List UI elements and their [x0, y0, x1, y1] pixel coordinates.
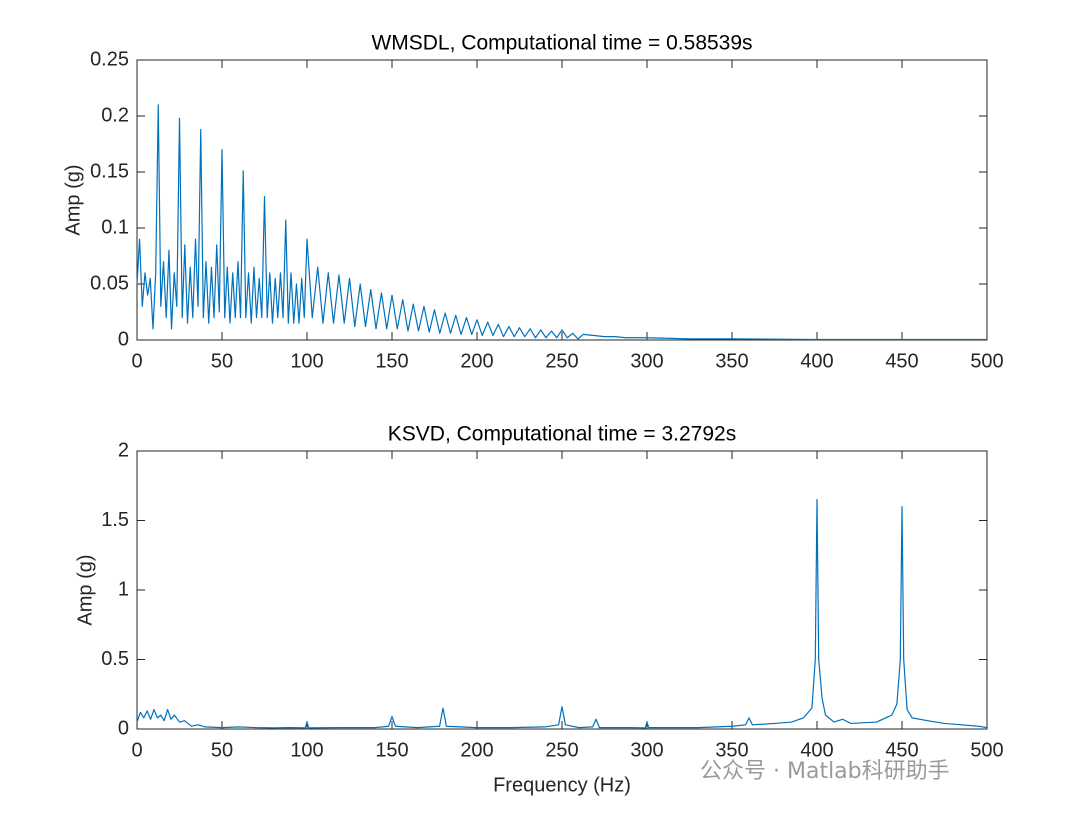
- y-axis-label: Amp (g): [62, 164, 84, 235]
- x-tick-label: 300: [630, 350, 663, 372]
- x-tick-label: 50: [211, 350, 233, 372]
- x-tick-label: 350: [715, 739, 748, 761]
- y-tick-label: 1: [118, 578, 129, 600]
- chart-title: WMSDL, Computational time = 0.58539s: [371, 32, 752, 55]
- y-tick-label: 1.5: [101, 509, 129, 531]
- y-tick-label: 0.25: [90, 48, 129, 70]
- y-tick-label: 0.5: [101, 648, 129, 670]
- spectrum-line: [136, 104, 987, 341]
- x-tick-label: 50: [211, 739, 233, 761]
- x-tick-label: 200: [460, 739, 493, 761]
- x-tick-label: 150: [375, 739, 408, 761]
- x-tick-label: 0: [131, 739, 142, 761]
- x-tick-label: 450: [885, 350, 918, 372]
- x-tick-label: 500: [970, 350, 1003, 372]
- y-tick-label: 0.05: [90, 272, 129, 294]
- x-axis-label: Frequency (Hz): [493, 774, 631, 796]
- watermark: 公众号 · Matlab科研助手: [700, 759, 950, 784]
- x-tick-label: 400: [800, 350, 833, 372]
- y-tick-label: 0.15: [90, 160, 129, 182]
- spectrum-line: [136, 499, 988, 729]
- y-tick-label: 0.2: [101, 104, 129, 126]
- x-tick-label: 100: [290, 739, 323, 761]
- x-tick-label: 150: [375, 350, 408, 372]
- x-tick-label: 350: [715, 350, 748, 372]
- x-tick-label: 500: [970, 739, 1003, 761]
- x-tick-label: 300: [630, 739, 663, 761]
- y-tick-label: 0: [118, 328, 129, 350]
- y-tick-label: 0.1: [101, 216, 129, 238]
- x-tick-label: 200: [460, 350, 493, 372]
- plot-area: [136, 450, 988, 730]
- x-tick-label: 100: [290, 350, 323, 372]
- x-tick-label: 0: [131, 350, 142, 372]
- chart-title: KSVD, Computational time = 3.2792s: [388, 423, 736, 446]
- x-tick-label: 250: [545, 350, 578, 372]
- x-tick-label: 400: [800, 739, 833, 761]
- y-tick-label: 2: [118, 439, 129, 461]
- x-tick-label: 450: [885, 739, 918, 761]
- x-tick-label: 250: [545, 739, 578, 761]
- y-tick-label: 0: [118, 717, 129, 739]
- y-axis-label: Amp (g): [74, 554, 96, 625]
